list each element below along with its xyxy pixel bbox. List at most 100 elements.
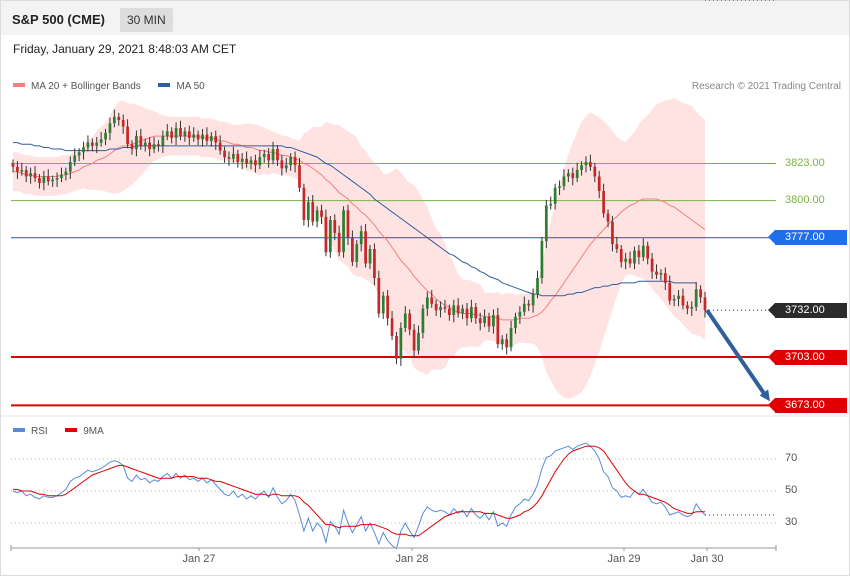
candle-body — [64, 171, 68, 175]
ma50-legend-label: MA 50 — [176, 81, 205, 92]
rsi-ma9-line — [13, 445, 705, 537]
ma20-swatch — [13, 83, 25, 88]
candle-body — [628, 258, 632, 264]
symbol-title: S&P 500 (CME) — [12, 12, 105, 27]
candle-body — [68, 161, 72, 172]
candle-body — [284, 165, 288, 169]
candle-body — [240, 158, 244, 162]
candle-body — [324, 216, 328, 253]
candle-body — [509, 327, 513, 348]
candle-body — [258, 157, 262, 166]
candle-body — [214, 136, 218, 143]
candle-body — [135, 136, 138, 150]
candle-body — [130, 144, 134, 150]
candle-body — [580, 165, 583, 171]
candle-body — [553, 187, 557, 204]
candle-body — [223, 150, 226, 158]
candle-body — [536, 278, 539, 295]
candle-body — [650, 258, 654, 272]
candle-body — [205, 134, 209, 141]
candle-body — [328, 219, 332, 253]
candle-body — [201, 134, 204, 140]
candle-body — [699, 289, 702, 298]
x-tick-label: Jan 28 — [395, 553, 429, 565]
price-tag-text: 3777.00 — [785, 231, 825, 244]
candle-body — [456, 305, 460, 314]
candle-body — [179, 128, 182, 137]
candle-body — [320, 210, 323, 217]
candle-body — [218, 142, 222, 151]
price-tag-text: 3703.00 — [785, 350, 825, 363]
price-tag-text: 3823.00 — [785, 157, 825, 170]
candle-body — [496, 315, 500, 345]
candle-body — [575, 170, 579, 179]
candle-body — [611, 221, 614, 245]
candle-body — [544, 205, 548, 241]
candle-body — [209, 136, 213, 141]
candle-body — [668, 282, 672, 301]
candle-body — [584, 161, 588, 166]
candle-body — [152, 144, 156, 150]
candle-body — [377, 278, 381, 314]
candle-body — [386, 295, 390, 319]
rsi-legend: RSI 9MA — [13, 426, 104, 437]
candle-body — [148, 142, 152, 150]
candle-body — [373, 248, 376, 279]
candle-body — [412, 329, 416, 351]
candle-body — [470, 307, 473, 319]
candle-body — [452, 305, 456, 316]
x-tick-label: Jan 29 — [607, 553, 641, 565]
price-tag-3823.00: 3823.00 — [775, 156, 847, 171]
candle-body — [306, 202, 310, 220]
candle-body — [95, 142, 99, 146]
candle-body — [302, 187, 306, 220]
candle-body — [113, 116, 116, 124]
candle-body — [77, 152, 81, 156]
x-tick-label: Jan 27 — [182, 553, 216, 565]
x-tick-label: Jan 30 — [690, 553, 724, 565]
candle-body — [646, 245, 650, 259]
candle-body — [42, 176, 46, 183]
price-tag-3673.00: 3673.00 — [768, 397, 847, 413]
candle-body — [11, 163, 15, 167]
rsi-line — [12, 442, 706, 550]
price-tag-text: 3732.00 — [785, 303, 825, 316]
candle-body — [531, 294, 535, 306]
interval-button[interactable]: 30 MIN — [120, 8, 173, 32]
candle-body — [227, 157, 231, 159]
candle-body — [408, 313, 412, 330]
candle-body — [672, 298, 676, 301]
candle-body — [663, 273, 667, 283]
ma9-legend-label: 9MA — [83, 426, 104, 437]
candle-body — [527, 303, 531, 306]
candle-body — [99, 139, 103, 143]
candle-body — [276, 149, 279, 161]
candle-body — [346, 210, 350, 238]
candle-body — [293, 157, 297, 166]
candle-body — [298, 165, 301, 188]
candle-body — [333, 219, 337, 233]
candle-body — [368, 248, 372, 264]
price-legend: MA 20 + Bollinger Bands MA 50 — [13, 81, 205, 92]
candle-body — [681, 295, 685, 306]
candle-body — [33, 173, 37, 179]
timestamp: Friday, January 29, 2021 8:48:03 AM CET — [13, 42, 237, 56]
candle-body — [390, 318, 394, 337]
candle-body — [364, 231, 367, 264]
ma50-line — [13, 142, 697, 297]
candle-body — [425, 297, 429, 309]
candle-body — [417, 332, 420, 351]
candle-body — [311, 202, 315, 222]
candle-body — [157, 144, 160, 146]
candle-body — [461, 308, 464, 314]
candle-body — [589, 161, 592, 167]
rsi-legend-label: RSI — [31, 426, 48, 437]
price-tag-text: 3800.00 — [785, 194, 825, 207]
candle-body — [359, 231, 363, 245]
ma20-line — [13, 135, 706, 321]
header-bar: S&P 500 (CME) 30 MIN — [1, 1, 849, 35]
candle-body — [280, 160, 284, 169]
candle-body — [315, 210, 319, 222]
price-tag-3800.00: 3800.00 — [775, 193, 847, 208]
